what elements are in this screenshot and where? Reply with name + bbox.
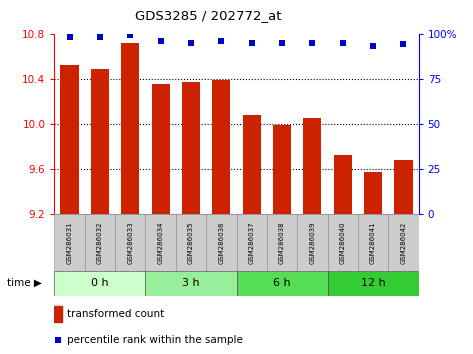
- Bar: [206, 214, 236, 271]
- Bar: [54, 306, 62, 322]
- Point: [157, 38, 165, 44]
- Point: [66, 34, 73, 40]
- Bar: [54, 271, 146, 296]
- Text: time ▶: time ▶: [7, 278, 42, 288]
- Bar: [236, 271, 327, 296]
- Bar: [388, 214, 419, 271]
- Bar: [121, 42, 140, 214]
- Bar: [151, 84, 170, 214]
- Text: GSM286040: GSM286040: [340, 221, 346, 264]
- Point: [339, 40, 347, 46]
- Text: 3 h: 3 h: [182, 278, 200, 288]
- Text: GSM286033: GSM286033: [127, 221, 133, 264]
- Bar: [85, 214, 115, 271]
- Bar: [358, 214, 388, 271]
- Text: 0 h: 0 h: [91, 278, 109, 288]
- Text: GSM286036: GSM286036: [219, 221, 224, 264]
- Bar: [236, 214, 267, 271]
- Point: [308, 40, 316, 46]
- Bar: [182, 82, 200, 214]
- Bar: [212, 80, 230, 214]
- Text: 12 h: 12 h: [361, 278, 385, 288]
- Bar: [333, 155, 352, 214]
- Text: GSM286035: GSM286035: [188, 221, 194, 264]
- Bar: [145, 214, 176, 271]
- Bar: [176, 214, 206, 271]
- Text: percentile rank within the sample: percentile rank within the sample: [67, 335, 243, 344]
- Point: [96, 34, 104, 40]
- Text: GSM286039: GSM286039: [309, 221, 315, 264]
- Text: GSM286038: GSM286038: [279, 221, 285, 264]
- Bar: [297, 214, 327, 271]
- Point: [400, 42, 407, 47]
- Point: [218, 38, 225, 44]
- Bar: [327, 271, 419, 296]
- Bar: [394, 160, 412, 214]
- Text: GSM286034: GSM286034: [158, 221, 164, 264]
- Bar: [327, 214, 358, 271]
- Bar: [303, 118, 322, 214]
- Point: [54, 337, 62, 342]
- Bar: [273, 125, 291, 214]
- Point: [369, 44, 377, 49]
- Bar: [145, 271, 236, 296]
- Bar: [364, 172, 382, 214]
- Text: GSM286041: GSM286041: [370, 221, 376, 264]
- Text: transformed count: transformed count: [67, 309, 165, 319]
- Text: 6 h: 6 h: [273, 278, 291, 288]
- Text: GSM286042: GSM286042: [401, 221, 406, 264]
- Bar: [267, 214, 297, 271]
- Bar: [115, 214, 146, 271]
- Bar: [54, 214, 85, 271]
- Point: [126, 33, 134, 38]
- Text: GSM286037: GSM286037: [249, 221, 254, 264]
- Bar: [243, 115, 261, 214]
- Point: [278, 40, 286, 46]
- Text: GSM286032: GSM286032: [97, 221, 103, 264]
- Bar: [61, 65, 79, 214]
- Text: GSM286031: GSM286031: [67, 221, 72, 264]
- Point: [187, 40, 195, 46]
- Point: [248, 40, 255, 46]
- Text: GDS3285 / 202772_at: GDS3285 / 202772_at: [135, 9, 281, 22]
- Bar: [91, 69, 109, 214]
